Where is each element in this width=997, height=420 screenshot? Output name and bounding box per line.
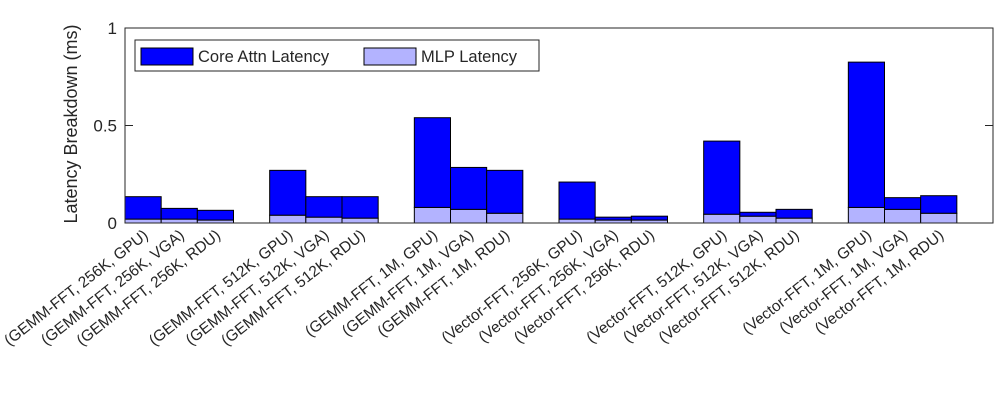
bar-mlp-8 xyxy=(486,212,524,224)
legend-label-core-attn: Core Attn Latency xyxy=(198,48,330,66)
bar-mlp-16 xyxy=(884,208,922,224)
bar-core-attn-11 xyxy=(630,215,669,221)
bar-mlp-9 xyxy=(558,218,596,224)
bar-mlp-5 xyxy=(341,217,379,224)
y-axis: 00.51 xyxy=(93,19,993,233)
bar-core-attn-13 xyxy=(739,211,777,217)
bar-mlp-6 xyxy=(413,206,451,224)
bar-core-attn-6 xyxy=(413,117,451,208)
bar-mlp-17 xyxy=(920,212,958,224)
legend-label-mlp: MLP Latency xyxy=(421,48,518,66)
bar-mlp-1 xyxy=(160,218,198,224)
bar-core-attn-5 xyxy=(341,196,379,219)
bar-mlp-0 xyxy=(124,218,162,224)
bar-core-attn-2 xyxy=(196,209,234,221)
y-axis-label: Latency Breakdown (ms) xyxy=(61,24,81,223)
bar-core-attn-3 xyxy=(269,169,307,216)
legend-swatch-core-attn xyxy=(140,47,194,66)
legend-swatch-mlp xyxy=(363,47,417,66)
bar-mlp-14 xyxy=(775,217,813,224)
bar-core-attn-14 xyxy=(775,208,813,219)
bar-core-attn-1 xyxy=(160,207,198,220)
bar-core-attn-12 xyxy=(703,140,741,215)
bar-core-attn-0 xyxy=(124,196,162,220)
x-tick-label-0: (GEMM-FFT, 256K, GPU) xyxy=(1,227,151,350)
bar-core-attn-15 xyxy=(847,61,886,208)
bar-mlp-15 xyxy=(847,206,886,224)
bar-mlp-7 xyxy=(450,208,488,224)
bar-core-attn-7 xyxy=(450,166,488,210)
bars-layer xyxy=(124,61,958,224)
legend: Core Attn Latency MLP Latency xyxy=(134,39,540,72)
y-tick-label-2: 1 xyxy=(108,19,117,38)
bar-core-attn-10 xyxy=(594,216,632,221)
bar-core-attn-9 xyxy=(558,181,596,220)
bar-mlp-13 xyxy=(739,215,777,224)
y-tick-label-0: 0 xyxy=(108,214,117,233)
x-tick-labels: (GEMM-FFT, 256K, GPU)(GEMM-FFT, 256K, VG… xyxy=(1,227,947,350)
bar-core-attn-16 xyxy=(884,197,922,210)
bar-core-attn-17 xyxy=(920,195,958,214)
legend-box xyxy=(134,39,540,72)
bar-mlp-3 xyxy=(269,214,307,224)
bar-mlp-4 xyxy=(305,216,343,224)
bar-core-attn-8 xyxy=(486,169,524,214)
bar-mlp-12 xyxy=(703,213,741,224)
bar-core-attn-4 xyxy=(305,196,343,218)
y-tick-label-1: 0.5 xyxy=(93,117,117,136)
